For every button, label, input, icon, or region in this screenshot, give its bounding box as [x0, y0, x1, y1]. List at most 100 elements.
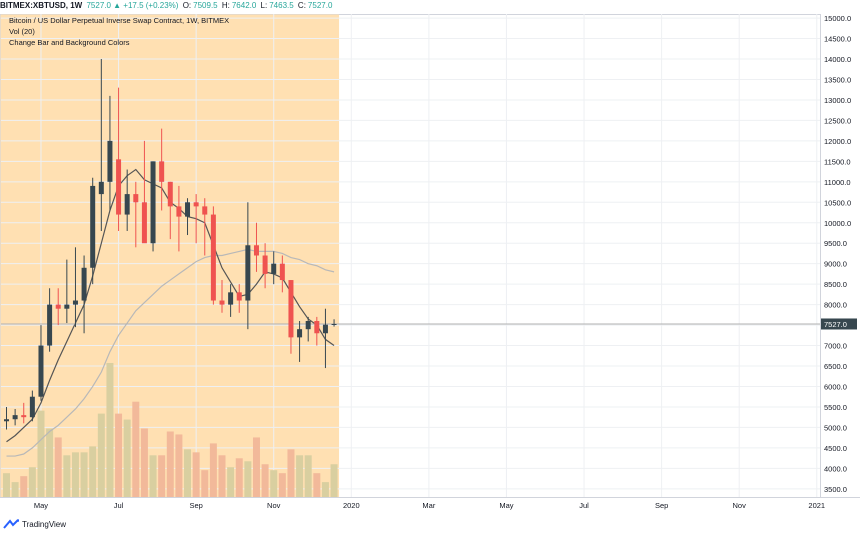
volume-bar [149, 455, 157, 497]
candle-body [322, 324, 328, 334]
time-tick-label: Nov [267, 501, 281, 510]
price-tick-label: 6000.0 [824, 382, 847, 391]
volume-bar [175, 434, 183, 497]
price-tick-label: 13000.0 [824, 96, 851, 105]
candle-body [279, 263, 285, 281]
volume-bar [287, 449, 295, 497]
price-tick-label: 5000.0 [824, 423, 847, 432]
legend-title[interactable]: Bitcoin / US Dollar Perpetual Inverse Sw… [9, 16, 230, 25]
candle-body [305, 320, 311, 330]
candle-body [116, 159, 122, 215]
volume-bar [11, 482, 19, 497]
price-tick-label: 11500.0 [824, 157, 851, 166]
symbol-label[interactable]: BITMEX:XBTUSD, 1W [0, 1, 83, 10]
volume-bar [261, 464, 269, 497]
candle-body [150, 161, 156, 244]
time-tick-label: May [499, 501, 513, 510]
time-tick-label: 2020 [343, 501, 360, 510]
volume-bar [132, 401, 140, 497]
volume-bar [97, 413, 105, 497]
volume-bar [252, 437, 260, 497]
open-label: O: [182, 1, 192, 10]
volume-bar [46, 428, 54, 497]
footer[interactable]: TradingView [3, 517, 66, 531]
price-chart[interactable]: 3500.0 4000.0 4500.0 5000.0 5500.0 6000.0 6500… [0, 0, 860, 517]
time-tick-label: 2021 [808, 501, 825, 510]
volume-bar [313, 473, 321, 497]
time-tick-label: Nov [733, 501, 747, 510]
price-tick-label: 4000.0 [824, 464, 847, 473]
volume-bar [184, 449, 192, 497]
candle-body [159, 161, 165, 182]
price-tick-label: 14500.0 [824, 35, 851, 44]
legend-study[interactable]: Change Bar and Background Colors [9, 38, 130, 47]
candle-body [253, 245, 259, 256]
volume-bar [304, 455, 312, 497]
candle-body [167, 181, 173, 207]
candle-body [288, 280, 294, 338]
last-price-tag [821, 318, 857, 330]
volume-bar [54, 437, 62, 497]
volume-bar [115, 413, 123, 497]
price-tick-label: 10000.0 [824, 219, 851, 228]
volume-bar [20, 476, 28, 497]
time-tick-label: May [34, 501, 48, 510]
price-tick-label: 12000.0 [824, 137, 851, 146]
candle-body [98, 181, 104, 195]
volume-bar [192, 452, 200, 497]
price-tick-label: 13500.0 [824, 75, 851, 84]
candle-body [245, 245, 251, 301]
volume-bar [296, 455, 304, 497]
volume-bar [80, 452, 88, 497]
volume-bar [3, 473, 10, 497]
candle-body [297, 329, 303, 338]
candle-body [176, 206, 182, 217]
price-tick-label: 8500.0 [824, 280, 847, 289]
low-label: L: [260, 1, 268, 10]
price-tick-label: 3500.0 [824, 485, 847, 494]
candle-body [271, 263, 277, 274]
price-tick-label: 10500.0 [824, 198, 851, 207]
legend-volume[interactable]: Vol (20) [9, 27, 35, 36]
close-label: C: [297, 1, 306, 10]
candle-body [262, 255, 268, 274]
candle-body [72, 300, 78, 305]
candle-body [4, 419, 9, 422]
open-value: 7509.5 [193, 1, 218, 10]
price-tick-label: 8000.0 [824, 301, 847, 310]
candle-body [202, 206, 208, 215]
candle-body [193, 202, 199, 207]
candle-body [331, 323, 337, 325]
candle-body [90, 185, 96, 268]
price-tick-label: 4500.0 [824, 444, 847, 453]
candle-body [29, 396, 35, 418]
volume-bar [123, 419, 131, 497]
high-label: H: [221, 1, 230, 10]
candle-body [47, 304, 53, 346]
price-axis-bg [820, 14, 860, 497]
time-axis-bg [0, 497, 860, 517]
low-value: 7463.5 [269, 1, 294, 10]
last-price-tag-label: 7527.0 [824, 320, 847, 329]
candle-body [107, 140, 113, 182]
ma-long-line [6, 248, 335, 457]
candle-body [12, 415, 18, 420]
volume-bar [201, 470, 209, 497]
volume-bar [63, 455, 71, 497]
price-tick-label: 12500.0 [824, 116, 851, 125]
volume-bar [278, 473, 286, 497]
candle-body [38, 345, 44, 397]
candle-body [124, 194, 130, 215]
candle-body [314, 320, 320, 334]
volume-bar [270, 470, 278, 497]
volume-bar [166, 431, 174, 497]
high-value: 7642.0 [231, 1, 257, 10]
time-tick-label: Jul [114, 501, 124, 510]
price-change-label: 7527.0 ▲ +17.5 (+0.23%) [86, 1, 179, 10]
volume-bar [321, 482, 329, 497]
time-tick-label: Sep [189, 501, 202, 510]
brand-name: TradingView [22, 519, 67, 529]
close-value: 7527.0 [307, 1, 333, 10]
candle-body [185, 202, 191, 217]
candle-body [21, 415, 27, 418]
